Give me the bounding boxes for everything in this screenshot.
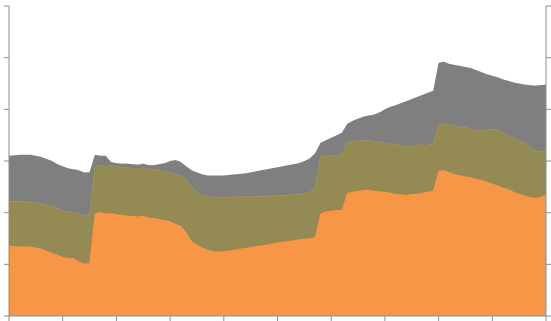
axes-group bbox=[4, 5, 551, 321]
x-ticks bbox=[8, 316, 547, 321]
area-series-1 bbox=[9, 170, 546, 316]
area-series-group bbox=[9, 61, 546, 316]
right-ticks bbox=[546, 5, 551, 317]
area-series-2 bbox=[9, 123, 546, 264]
area-series-3 bbox=[9, 61, 546, 216]
y-ticks bbox=[4, 5, 9, 317]
